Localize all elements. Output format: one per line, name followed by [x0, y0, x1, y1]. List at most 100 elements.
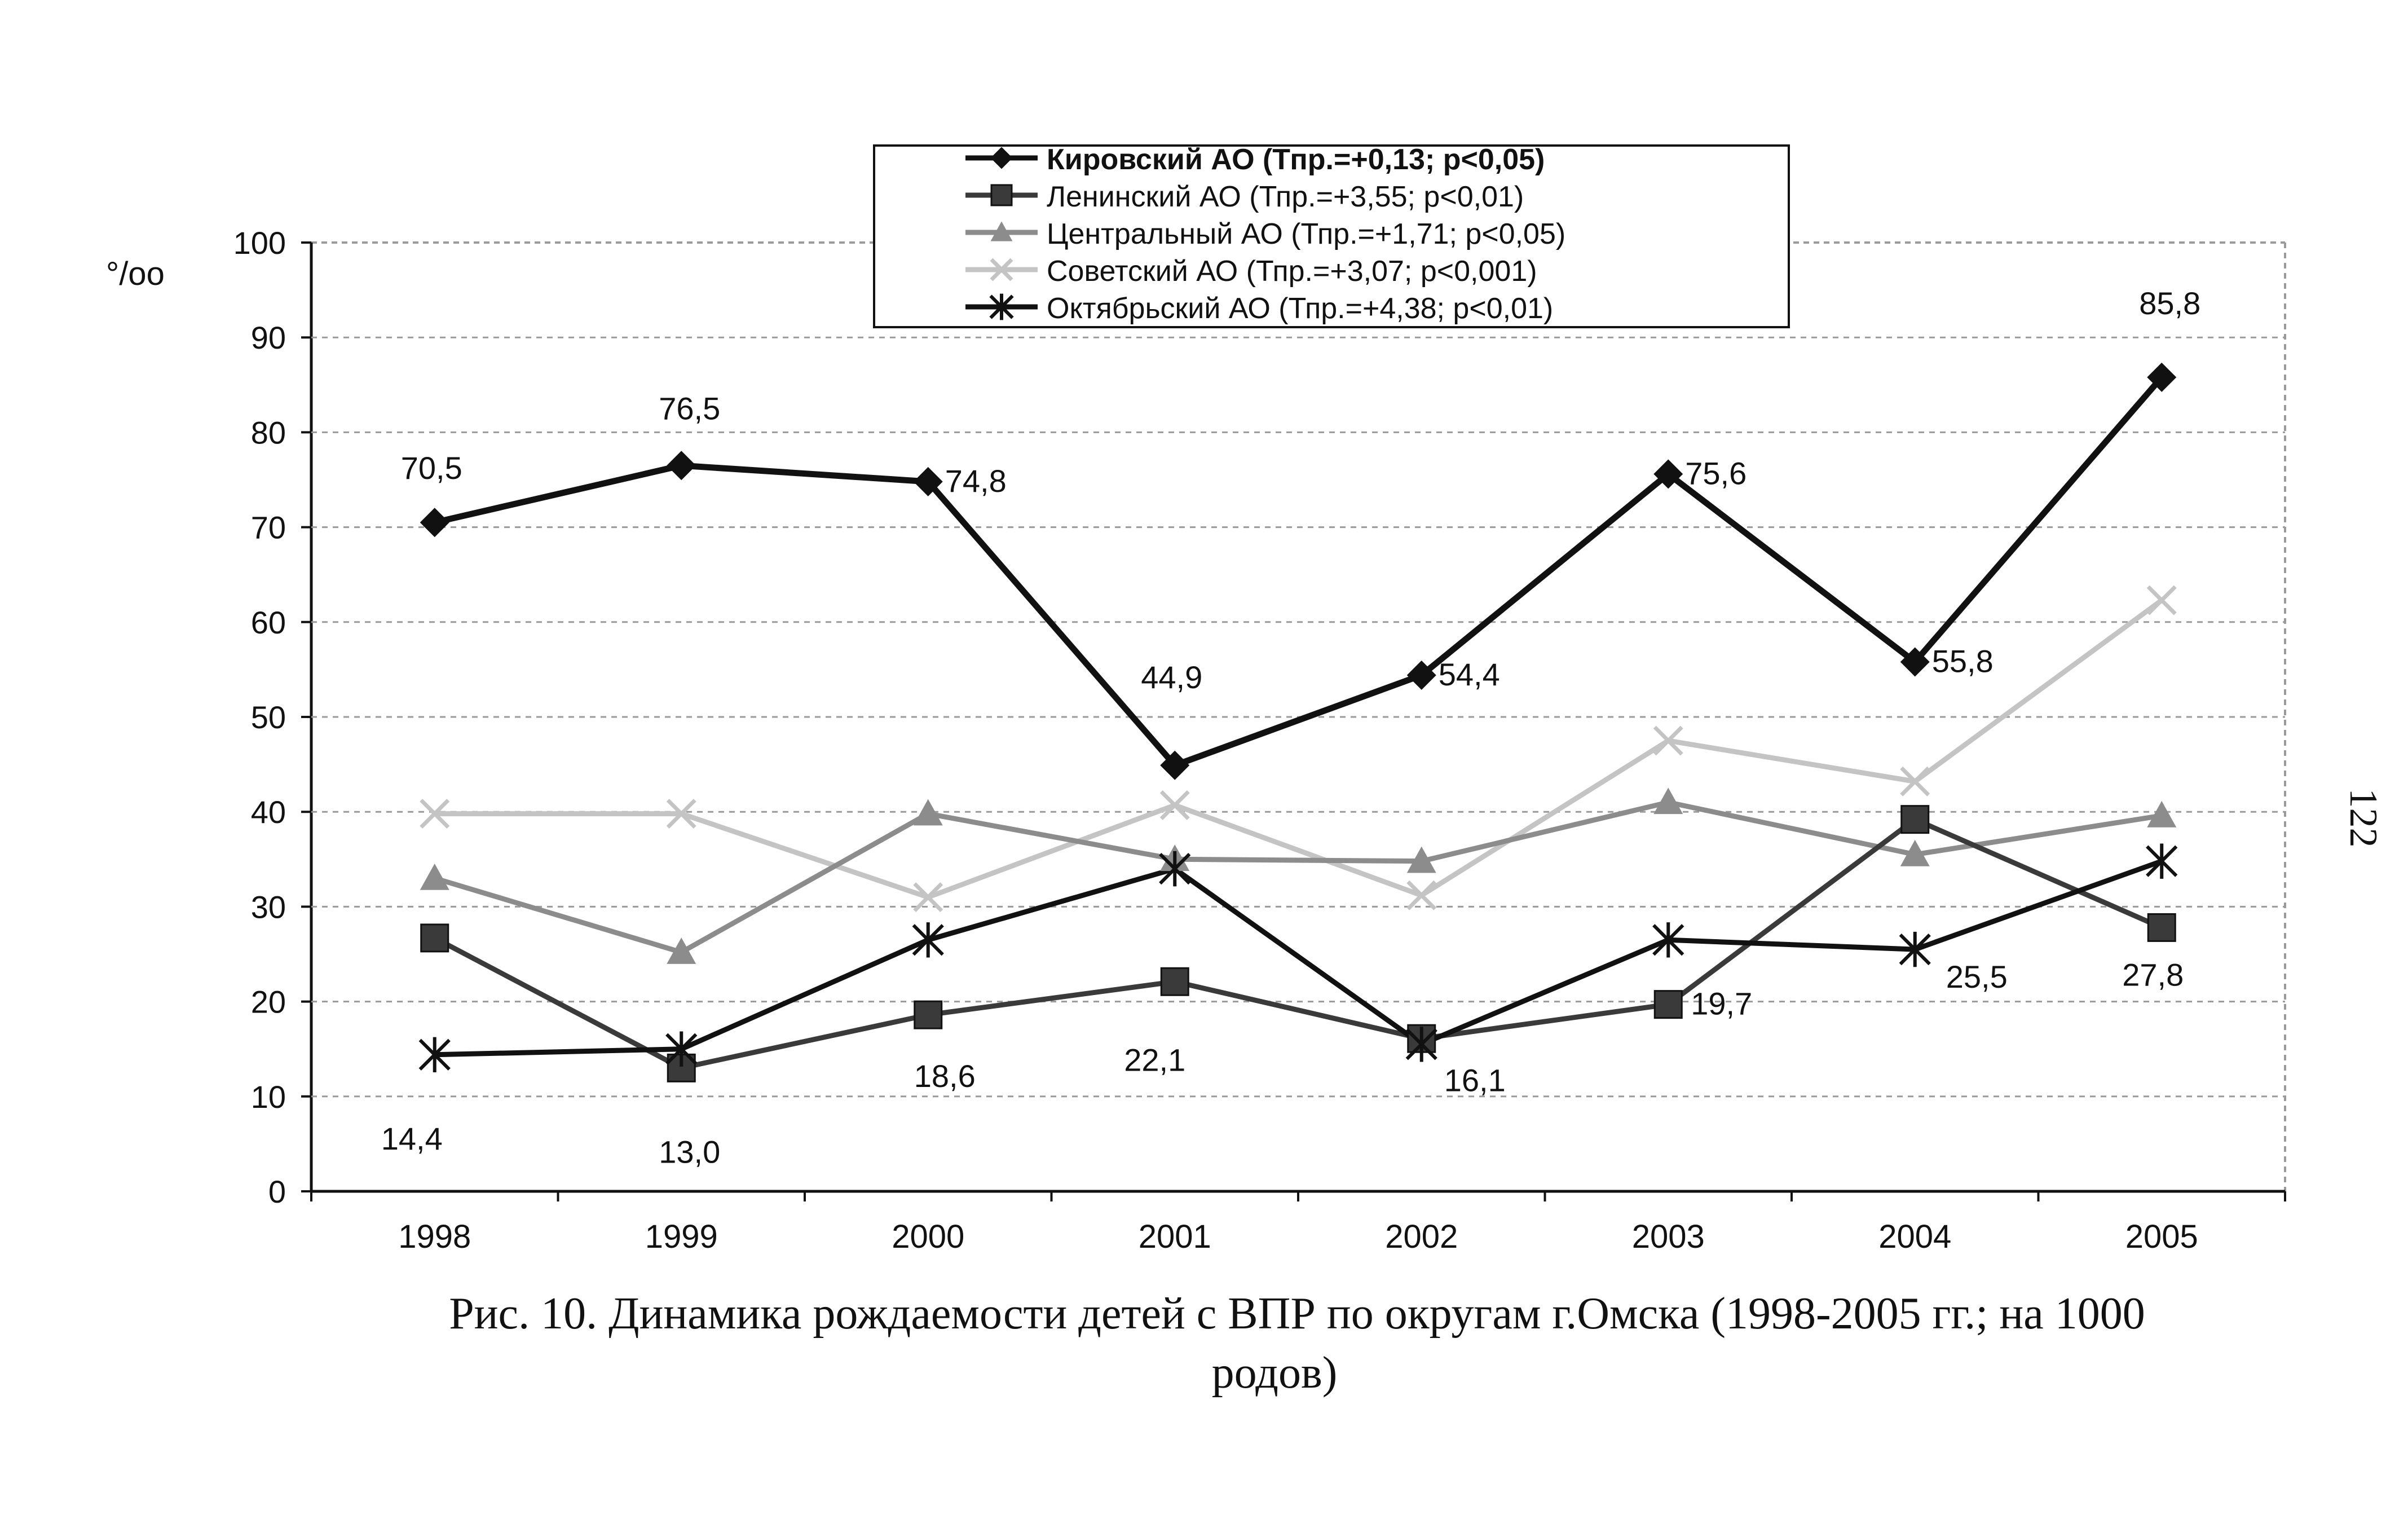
data-point-triangle — [2147, 800, 2177, 827]
legend-entry: Октябрьский АО (Тпр.=+4,38; p<0,01) — [965, 292, 1553, 325]
data-point-diamond — [990, 147, 1013, 169]
legend-label: Центральный АО (Тпр.=+1,71; p<0,05) — [1047, 218, 1565, 250]
legend-items: Кировский АО (Тпр.=+0,13; p<0,05) Ленинск… — [965, 143, 1565, 325]
data-label: 13,0 — [659, 1134, 720, 1169]
data-point-asterisk — [2146, 843, 2178, 879]
x-tick-label: 2002 — [1385, 1218, 1458, 1255]
figure-caption: Рис. 10. Динамика рождаемости детей с ВП… — [449, 1289, 2145, 1398]
data-label: 25,5 — [1946, 959, 2008, 994]
data-point-star — [1900, 766, 1930, 796]
data-point-square — [420, 923, 449, 953]
data-label: 85,8 — [2139, 285, 2200, 321]
data-point-asterisk — [1899, 931, 1931, 967]
data-point-triangle — [913, 799, 943, 826]
data-point-diamond — [2147, 362, 2177, 392]
y-tick-label: 40 — [251, 794, 286, 830]
data-point-asterisk — [989, 293, 1014, 320]
x-tick-label: 2001 — [1139, 1218, 1211, 1255]
series-lines — [433, 375, 2164, 1071]
legend: Кировский АО (Тпр.=+0,13; p<0,05) Ленинск… — [873, 143, 1790, 328]
data-point-star — [420, 799, 450, 829]
data-label: 19,7 — [1691, 986, 1752, 1022]
data-point-square — [1160, 967, 1189, 996]
x-tick-label: 2004 — [1878, 1218, 1951, 1255]
data-point-asterisk — [912, 922, 944, 958]
data-point-star — [666, 799, 696, 829]
data-point-triangle — [420, 863, 449, 890]
data-point-diamond — [1653, 459, 1683, 489]
data-point-diamond — [1160, 750, 1190, 780]
data-point-square — [1900, 805, 1930, 834]
data-point-asterisk — [665, 1031, 698, 1067]
legend-label: Кировский АО (Тпр.=+0,13; p<0,05) — [1047, 143, 1545, 176]
legend-entry: Кировский АО (Тпр.=+0,13; p<0,05) — [965, 143, 1545, 176]
legend-entry: Советский АО (Тпр.=+3,07; p<0,001) — [965, 255, 1537, 288]
series-markers — [418, 362, 2178, 1082]
data-label: 16,1 — [1444, 1062, 1506, 1098]
x-tick-label: 2005 — [2125, 1218, 2198, 1255]
caption-line-1: Рис. 10. Динамика рождаемости детей с ВП… — [449, 1289, 2145, 1339]
grid-lines — [311, 336, 2285, 1098]
page-number: 122 — [2341, 789, 2385, 848]
x-tick-label: 1998 — [398, 1218, 471, 1255]
data-point-triangle — [667, 937, 696, 964]
y-tick-label: 10 — [251, 1079, 286, 1115]
data-point-triangle — [1900, 839, 1930, 866]
legend-label: Октябрьский АО (Тпр.=+4,38; p<0,01) — [1047, 292, 1553, 325]
data-label: 54,4 — [1439, 657, 1500, 692]
data-label: 70,5 — [401, 450, 462, 486]
data-label: 55,8 — [1932, 643, 1994, 679]
data-point-star — [2146, 585, 2177, 615]
data-label: 22,1 — [1124, 1042, 1185, 1077]
y-tick-label: 0 — [268, 1174, 286, 1209]
data-point-asterisk — [1652, 922, 1684, 958]
data-point-triangle — [1653, 787, 1683, 815]
x-tick-label: 1999 — [645, 1218, 718, 1255]
legend-entry: Ленинский АО (Тпр.=+3,55; p<0,01) — [965, 181, 1524, 213]
data-point-star — [1406, 880, 1437, 910]
data-point-square — [990, 184, 1013, 206]
series-line — [434, 799, 2162, 955]
x-tick-label: 2003 — [1632, 1218, 1705, 1255]
y-tick-label: 30 — [251, 889, 286, 925]
data-point-square — [2147, 913, 2176, 942]
x-tick-label: 2000 — [892, 1218, 964, 1255]
y-tick-label: 60 — [251, 605, 286, 640]
y-tick-label: 100 — [233, 225, 286, 261]
y-tick-label: 70 — [251, 510, 286, 545]
data-label: 14,4 — [381, 1121, 443, 1156]
data-label: 44,9 — [1141, 659, 1202, 695]
y-axis-unit-label: °/oo — [106, 256, 165, 292]
series-line — [434, 375, 2164, 769]
series-line — [433, 817, 2163, 1071]
data-label: 18,6 — [914, 1058, 976, 1094]
data-point-triangle — [990, 221, 1013, 241]
data-point-square — [1653, 990, 1683, 1019]
data-label: 75,6 — [1685, 455, 1747, 491]
caption-line-2: родов) — [1212, 1348, 1338, 1398]
x-axis: 1998 1999 2000 2001 2002 2003 2004 2005 — [310, 1191, 2286, 1255]
data-label: 76,5 — [659, 390, 720, 426]
data-point-diamond — [1406, 660, 1436, 690]
data-point-star — [913, 882, 943, 913]
y-axis: 0 10 20 30 40 50 60 70 80 90 100 — [233, 225, 311, 1209]
series-line — [434, 598, 2163, 900]
legend-entry: Центральный АО (Тпр.=+1,71; p<0,05) — [965, 218, 1565, 250]
y-tick-label: 90 — [251, 320, 286, 355]
y-tick-label: 20 — [251, 984, 286, 1020]
legend-label: Советский АО (Тпр.=+3,07; p<0,001) — [1047, 255, 1537, 288]
data-point-star — [1159, 790, 1190, 820]
data-point-diamond — [420, 508, 449, 538]
data-point-asterisk — [1159, 851, 1191, 887]
series-line — [434, 859, 2163, 1058]
y-tick-label: 80 — [251, 415, 286, 450]
data-point-star — [1653, 725, 1683, 756]
y-axis-label: °/oo — [106, 256, 165, 292]
data-point-square — [914, 1000, 943, 1029]
data-point-star — [990, 258, 1013, 281]
y-tick-label: 50 — [251, 699, 286, 735]
legend-label: Ленинский АО (Тпр.=+3,55; p<0,01) — [1047, 181, 1524, 213]
data-label: 74,8 — [945, 463, 1007, 499]
legend-box — [873, 144, 1790, 328]
